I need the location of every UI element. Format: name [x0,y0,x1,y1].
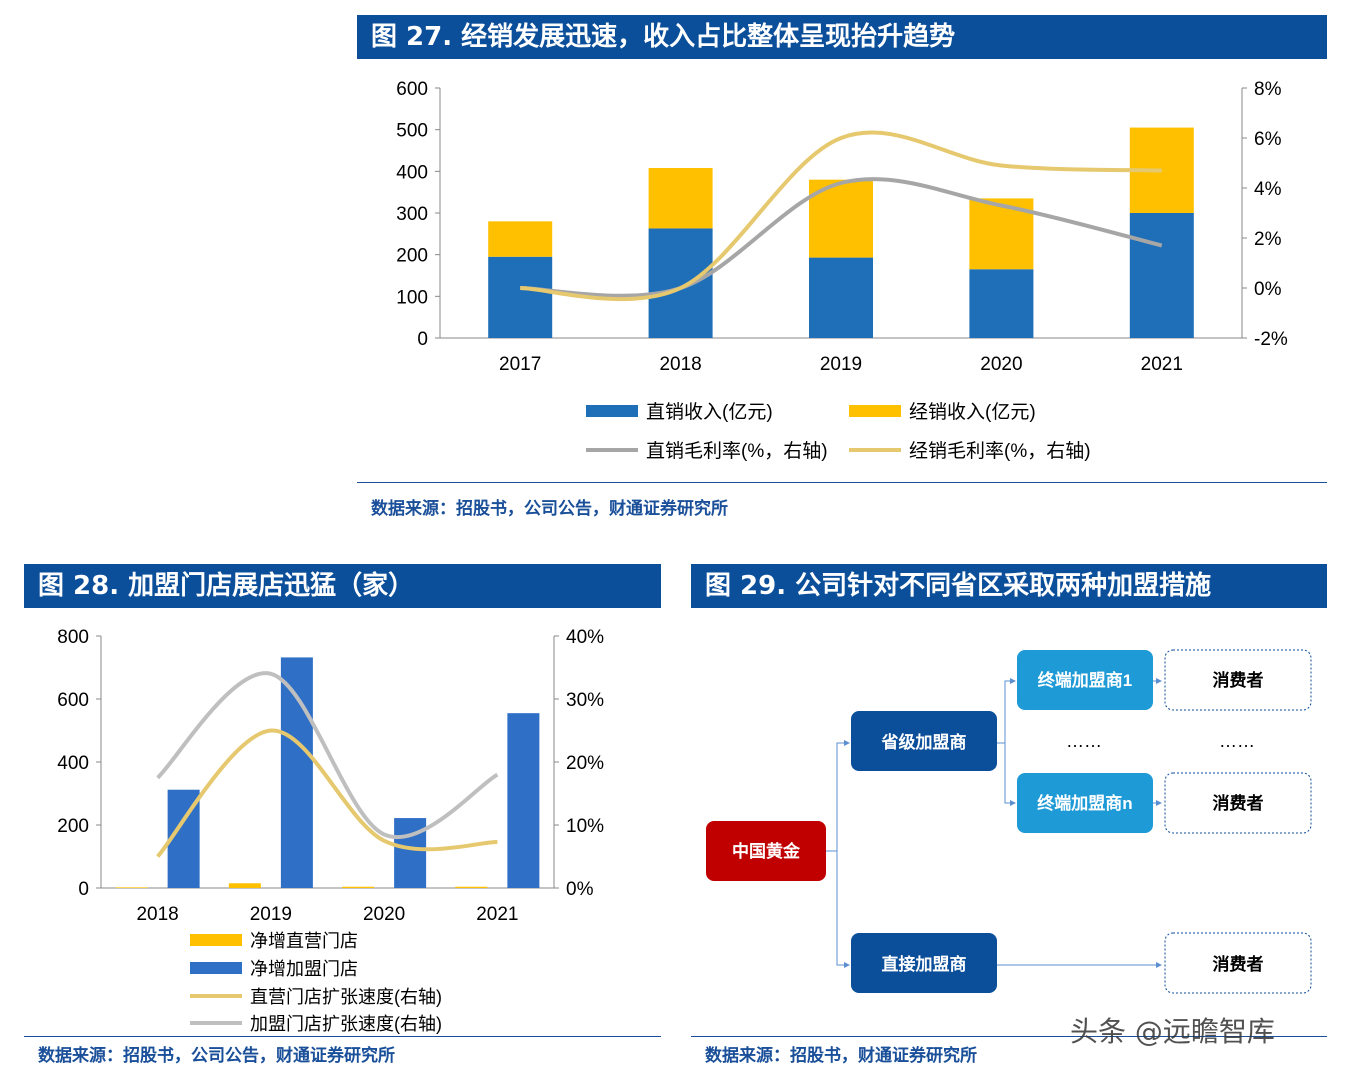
bar-own-store [228,883,261,888]
y2-tick-label: 30% [566,690,604,711]
bar-own-store [455,886,488,888]
y-tick-label: 0 [78,879,89,900]
legend-label: 直营门店扩张速度(右轴) [250,987,442,1007]
y2-tick-label: 40% [566,627,604,648]
fig29-title: 图 29. 公司针对不同省区采取两种加盟措施 [691,564,1327,608]
x-tick-label: 2018 [136,904,178,925]
y-tick-label: 400 [57,753,89,774]
bar-own-store [342,886,375,888]
y2-tick-label: 8% [1254,79,1282,100]
bar-franchise-store [280,657,313,888]
y2-tick-label: 2% [1254,229,1282,250]
legend-label: 净增加盟门店 [250,959,358,979]
y2-tick-label: 6% [1254,129,1282,150]
x-tick-label: 2021 [1141,354,1183,375]
y-tick-label: 200 [396,246,428,267]
terminal-1-label: 终端加盟商1 [1038,670,1132,690]
watermark: 头条 @远瞻智库 [1070,1015,1275,1048]
bar-direct [809,257,873,338]
fig28-chart: 0 200 400 600 800 0% 10% 20% 30% 40% 2018 2019 2020 2… [57,627,604,1034]
direct-node-label: 直接加盟商 [882,954,967,974]
line-series-0 [156,728,498,858]
y-tick-label: 500 [396,121,428,142]
fig27-source: 数据来源：招股书，公司公告，财通证券研究所 [371,499,728,519]
y2-tick-label: -2% [1254,329,1288,350]
y-tick-label: 800 [57,627,89,648]
legend-label: 经销毛利率(%，右轴) [909,440,1091,462]
bar-distribution [488,221,553,257]
terminal-n-label: 终端加盟商n [1037,793,1132,813]
y2-tick-label: 0% [1254,279,1282,300]
legend-label: 直销毛利率(%，右轴) [646,440,828,462]
bar-direct [488,256,553,338]
fig29-source: 数据来源：招股书，财通证券研究所 [705,1046,977,1066]
fig29-source-rule [691,1036,1327,1037]
consumer-2-box [1164,772,1312,834]
y2-tick-label: 0% [566,879,594,900]
legend-label: 直销收入(亿元) [646,401,773,423]
x-tick-label: 2017 [499,354,541,375]
y-tick-label: 200 [57,816,89,837]
legend-swatch [190,962,242,974]
root-node-label: 中国黄金 [732,841,801,861]
bar-direct [969,269,1034,338]
consumer-3-box [1164,932,1312,994]
fig29-diagram: 中国黄金 省级加盟商 直接加盟商 终端加盟商1 终端加盟商n …… …… 消费者… [706,649,1312,994]
y-tick-label: 100 [396,287,428,308]
terminal-n-box [1017,773,1153,833]
consumer-ellipsis: …… [1219,731,1255,751]
x-tick-label: 2019 [820,354,862,375]
terminal-ellipsis: …… [1066,731,1102,751]
bar-direct [1129,213,1194,338]
y-tick-label: 600 [57,690,89,711]
fig28-source: 数据来源：招股书，公司公告，财通证券研究所 [38,1046,395,1066]
consumer-2-label: 消费者 [1213,793,1264,813]
line-series-1 [156,671,499,839]
fig27-title: 图 27. 经销发展迅速，收入占比整体呈现抬升趋势 [357,15,1327,59]
y-tick-label: 300 [396,204,428,225]
terminal-1-box [1017,650,1153,710]
legend-swatch [586,405,638,417]
bar-franchise-store [394,818,427,888]
fig27-chart: 0 100 200 300 400 500 600 -2% 0% 2% 4% 6% 8% 2017 2018… [396,79,1288,462]
y2-tick-label: 4% [1254,179,1282,200]
x-tick-label: 2021 [476,904,518,925]
consumer-3-label: 消费者 [1213,954,1264,974]
fig27-source-rule [357,482,1327,483]
x-tick-label: 2019 [250,904,292,925]
y2-tick-label: 20% [566,753,604,774]
legend-swatch [849,405,901,417]
y-tick-label: 400 [396,162,428,183]
bar-direct [648,228,713,338]
x-tick-label: 2018 [659,354,701,375]
direct-node-box [851,933,997,993]
fig28-source-rule [24,1036,661,1037]
provincial-node-box [851,711,997,771]
x-tick-label: 2020 [980,354,1022,375]
x-tick-label: 2020 [363,904,405,925]
consumer-1-label: 消费者 [1213,670,1264,690]
diagram-connectors [826,678,1162,968]
line-series-0 [520,177,1163,298]
legend-label: 经销收入(亿元) [909,401,1036,423]
bar-distribution [648,168,713,229]
line-series-1 [520,130,1162,302]
fig28-title: 图 28. 加盟门店展店迅猛（家） [24,564,661,608]
root-node-box [706,821,826,881]
legend-label: 加盟门店扩张速度(右轴) [250,1014,442,1034]
y2-tick-label: 10% [566,816,604,837]
y-tick-label: 600 [396,79,428,100]
legend-swatch [190,934,242,946]
consumer-1-box [1164,649,1312,711]
bar-franchise-store [507,713,540,888]
provincial-node-label: 省级加盟商 [881,732,967,752]
bar-own-store [115,887,148,888]
y-tick-label: 0 [417,329,428,350]
legend-label: 净增直营门店 [250,931,358,951]
